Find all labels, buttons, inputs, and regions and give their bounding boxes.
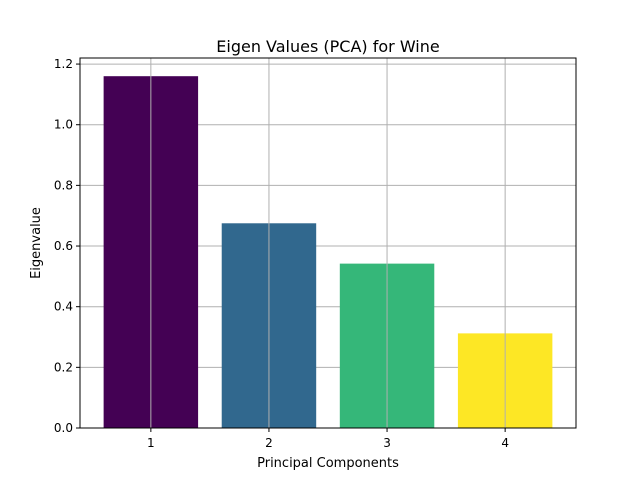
y-tick-label: 0.4 — [54, 300, 73, 314]
chart-title: Eigen Values (PCA) for Wine — [216, 37, 439, 56]
x-grid — [150, 58, 506, 428]
x-axis-ticks: 1 2 3 4 — [147, 428, 509, 450]
x-tick-label: 1 — [147, 436, 155, 450]
x-axis-label: Principal Components — [257, 456, 399, 471]
x-tick-label: 2 — [265, 436, 273, 450]
y-tick-label: 0.2 — [54, 360, 73, 374]
plot-frame — [79, 57, 577, 429]
y-tick-label: 0.6 — [54, 239, 73, 253]
y-tick-label: 1.2 — [54, 57, 73, 71]
y-tick-label: 0.0 — [54, 421, 73, 435]
bars — [103, 76, 553, 429]
y-axis-label: Eigenvalue — [29, 207, 44, 279]
x-tick-label: 3 — [383, 436, 391, 450]
x-tick-label: 4 — [501, 436, 509, 450]
y-axis-ticks: 0.0 0.2 0.4 0.6 0.8 1.0 1.2 — [54, 57, 80, 435]
y-tick-label: 1.0 — [54, 118, 73, 132]
y-tick-label: 0.8 — [54, 178, 73, 192]
